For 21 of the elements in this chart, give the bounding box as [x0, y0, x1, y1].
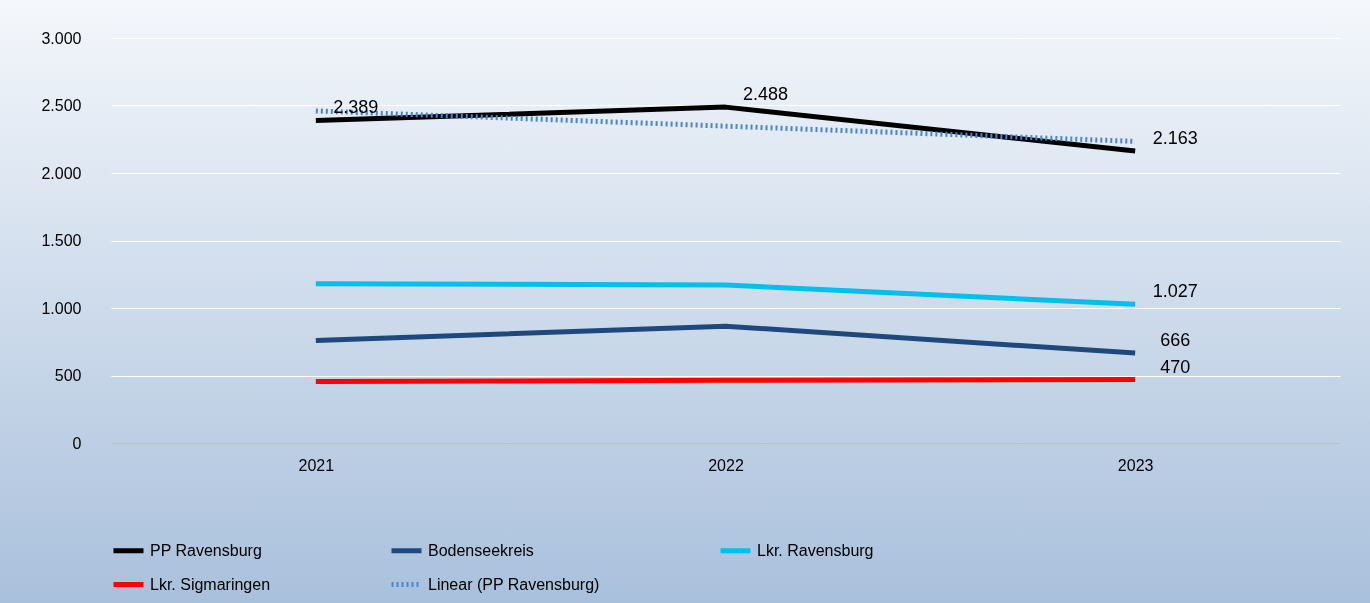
data-label: 2.488 — [742, 84, 789, 105]
legend-label: Linear (PP Ravensburg) — [428, 575, 600, 593]
data-label: 666 — [1160, 330, 1191, 351]
data-label: 1.027 — [1152, 281, 1198, 302]
x-tick-label: 2022 — [708, 456, 744, 474]
legend-label: PP Ravensburg — [150, 541, 262, 559]
y-tick-label: 1.000 — [41, 299, 82, 317]
x-tick-label: 2021 — [298, 456, 335, 474]
data-label: 2.163 — [1152, 128, 1198, 148]
y-tick-label: 2.000 — [41, 164, 82, 182]
y-tick-label: 0 — [72, 434, 82, 452]
y-tick-label: 1.500 — [41, 232, 82, 249]
legend-label: Lkr. Ravensburg — [757, 541, 874, 559]
data-label: 470 — [1160, 356, 1191, 377]
legend-label: Bodenseekreis — [428, 541, 534, 559]
legend-label: Lkr. Sigmaringen — [150, 575, 271, 593]
y-tick-label: 3.000 — [41, 29, 82, 47]
y-tick-label: 500 — [54, 367, 82, 384]
data-label: 2.389 — [333, 97, 379, 118]
y-tick-label: 2.500 — [41, 97, 82, 114]
x-tick-label: 2023 — [1117, 456, 1154, 474]
